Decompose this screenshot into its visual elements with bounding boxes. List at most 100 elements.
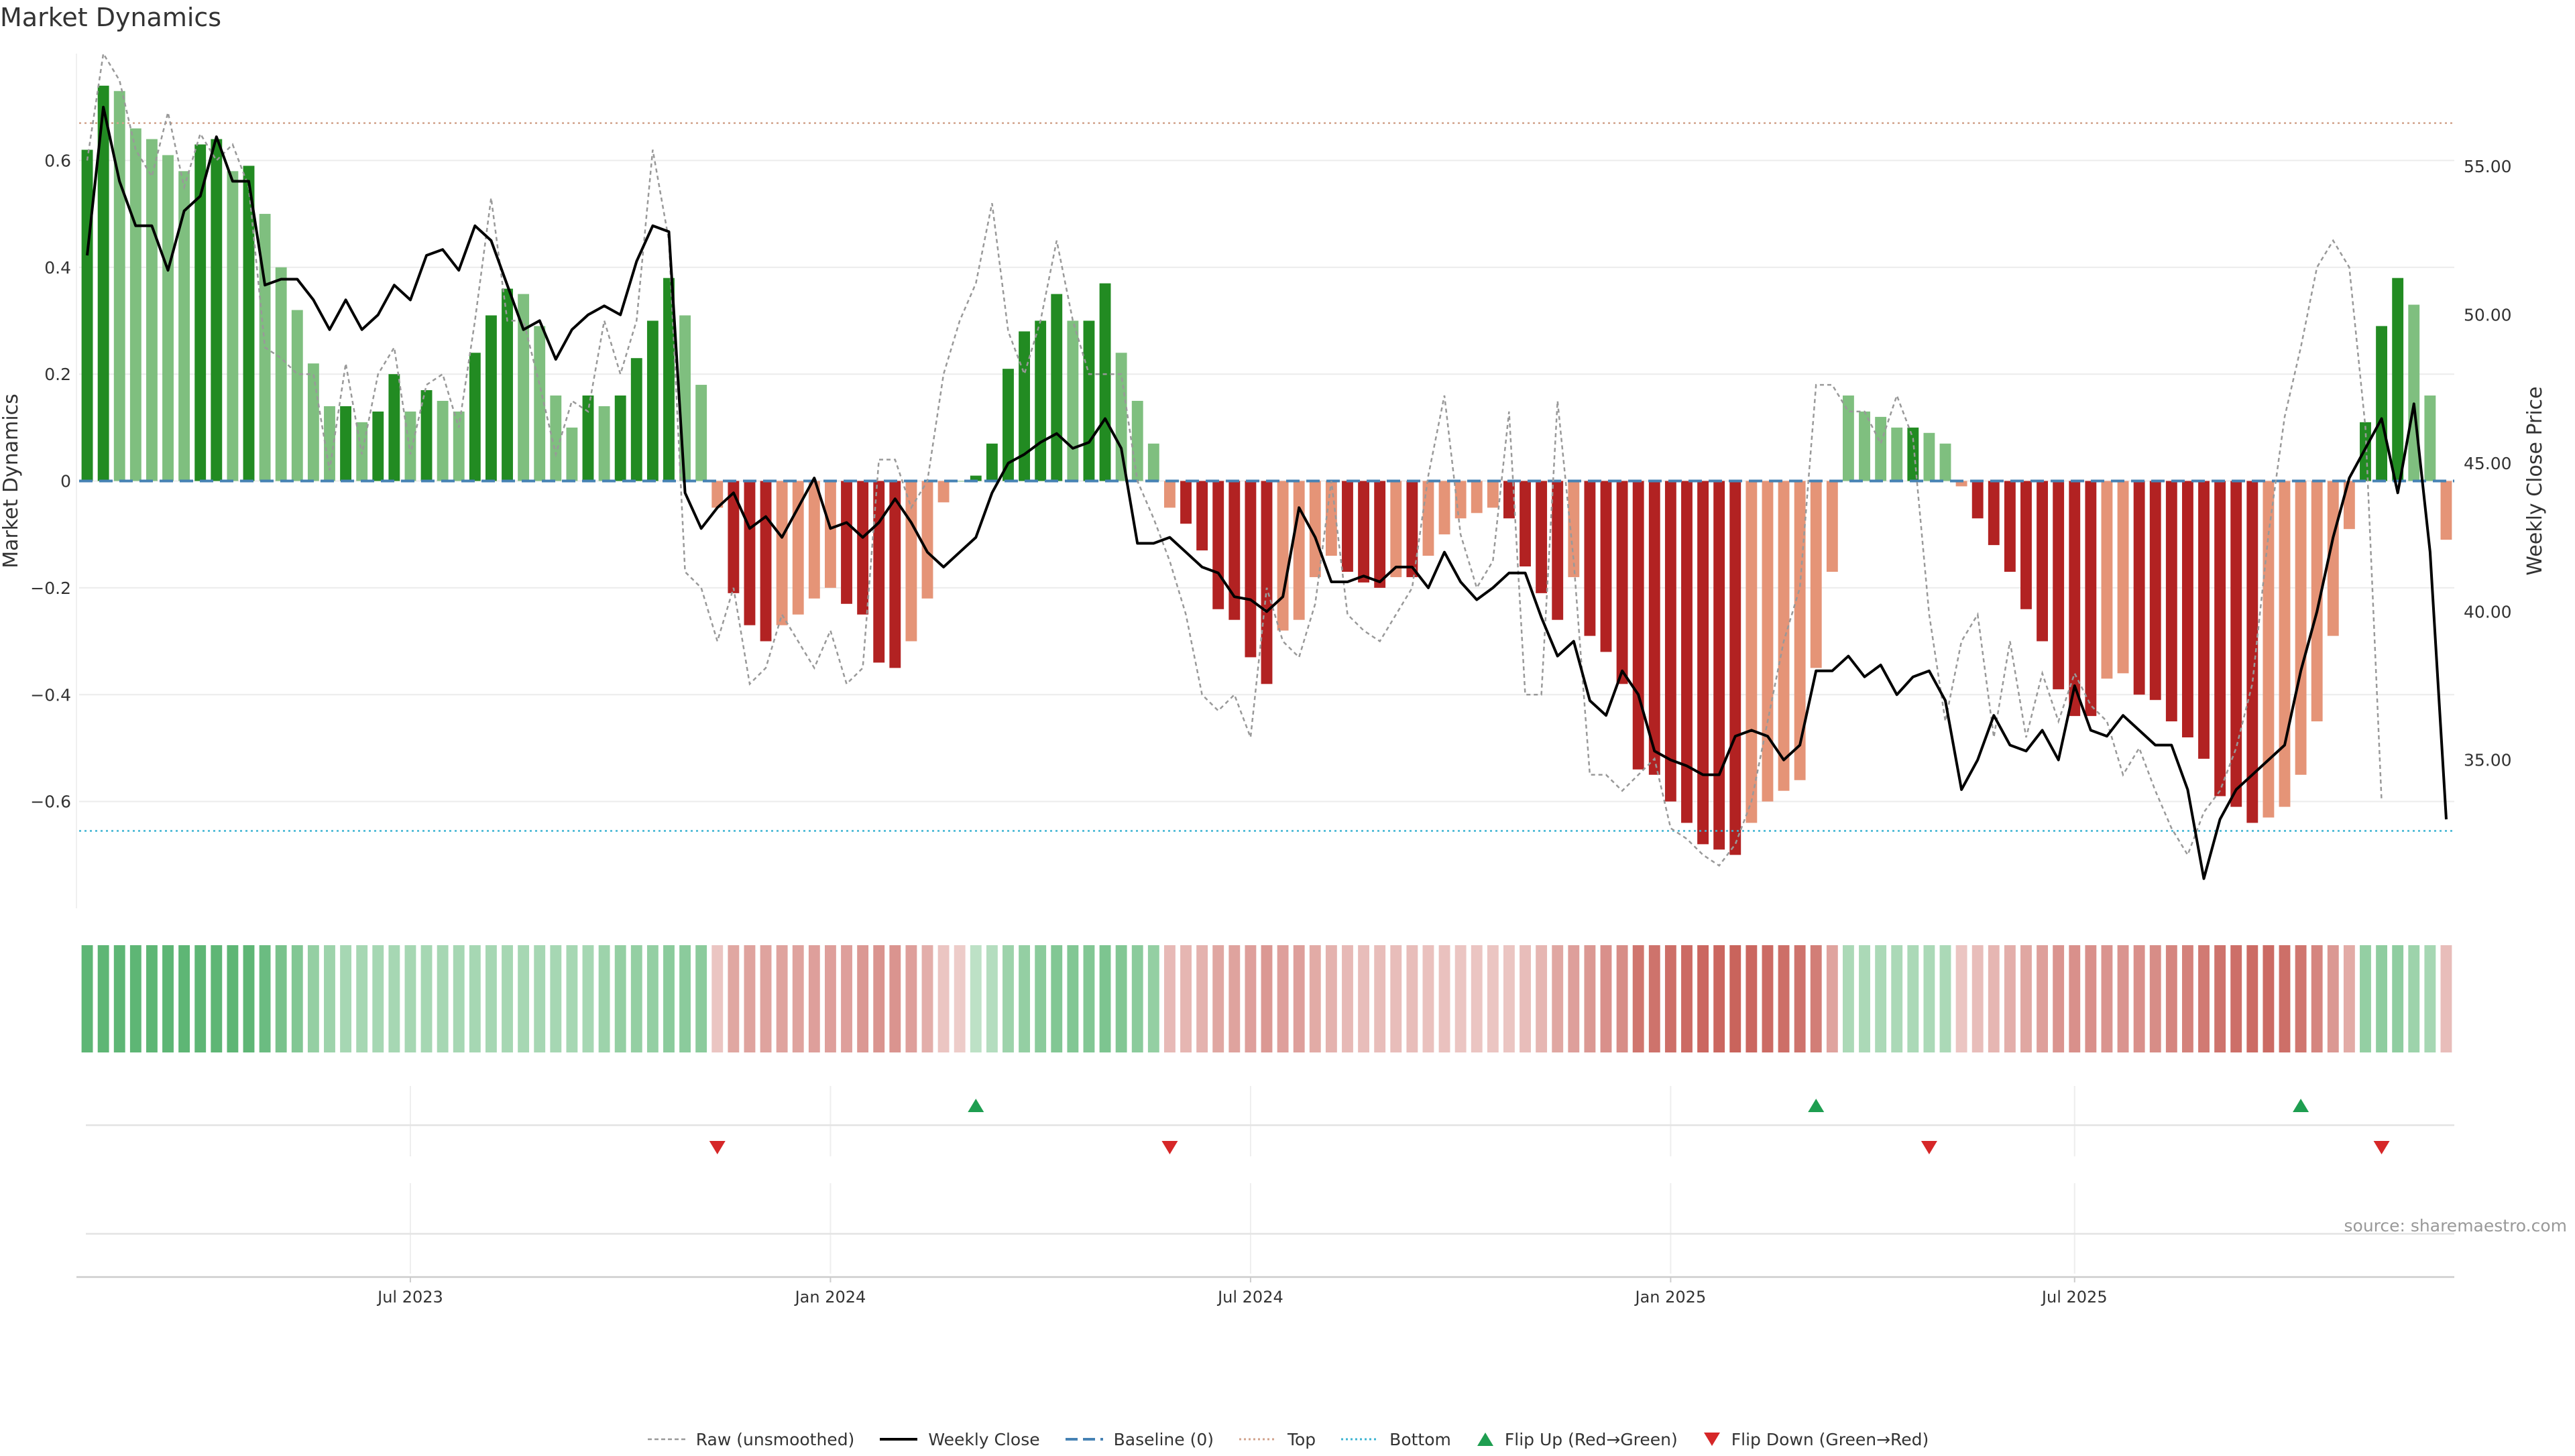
market-dynamics-bar bbox=[1099, 283, 1111, 481]
heatmap-cell bbox=[792, 945, 804, 1052]
heatmap-cell bbox=[437, 945, 449, 1052]
heatmap-cell bbox=[97, 945, 109, 1052]
heatmap-cell bbox=[178, 945, 190, 1052]
market-dynamics-bar bbox=[857, 481, 869, 615]
heatmap-cell bbox=[1600, 945, 1612, 1052]
market-dynamics-bar bbox=[1616, 481, 1628, 684]
market-dynamics-bar bbox=[81, 149, 93, 481]
market-dynamics-bar bbox=[889, 481, 901, 668]
heatmap-cell bbox=[1536, 945, 1548, 1052]
legend-label-flip-down: Flip Down (Green→Red) bbox=[1731, 1429, 1929, 1449]
heatmap-cell bbox=[113, 945, 125, 1052]
market-dynamics-chart: 0.6 0.4 0.2 0 −0.2 −0.4 −0.6 55.00 50.00 45.00 40.… bbox=[0, 51, 2547, 1307]
flip-down-marker bbox=[1161, 1141, 1178, 1154]
market-dynamics-bar bbox=[986, 443, 998, 481]
market-dynamics-bar bbox=[1019, 331, 1031, 481]
market-dynamics-bar bbox=[1859, 411, 1870, 481]
market-dynamics-bar bbox=[1325, 481, 1337, 556]
market-dynamics-bar bbox=[1729, 481, 1741, 855]
market-dynamics-bar bbox=[2246, 481, 2258, 823]
legend: Raw (unsmoothed) Weekly Close Baseline (… bbox=[0, 1422, 2575, 1456]
heatmap-cell bbox=[2181, 945, 2193, 1052]
market-dynamics-bar bbox=[2408, 304, 2420, 481]
axes-layer: 0.6 0.4 0.2 0 −0.2 −0.4 −0.6 55.00 50.00 45.00 40.… bbox=[0, 54, 2547, 908]
market-dynamics-bar bbox=[2263, 481, 2275, 818]
bars-layer bbox=[81, 85, 2452, 855]
market-dynamics-bar bbox=[614, 396, 626, 481]
market-dynamics-bar bbox=[2181, 481, 2193, 737]
heatmap-cell bbox=[566, 945, 578, 1052]
heatmap-cell bbox=[291, 945, 303, 1052]
market-dynamics-bar bbox=[744, 481, 756, 625]
market-dynamics-bar bbox=[502, 288, 513, 481]
market-dynamics-bar bbox=[1810, 481, 1822, 668]
market-dynamics-bar bbox=[566, 427, 578, 481]
market-dynamics-bar bbox=[1131, 400, 1143, 481]
y2-tick-label: 40.00 bbox=[2464, 602, 2512, 621]
heatmap-cell bbox=[1778, 945, 1790, 1052]
market-dynamics-bar bbox=[2392, 278, 2404, 481]
heatmap-cell bbox=[372, 945, 384, 1052]
heatmap-cell bbox=[1826, 945, 1838, 1052]
heatmap-cell bbox=[2295, 945, 2307, 1052]
market-dynamics-bar bbox=[1794, 481, 1806, 780]
heatmap-cell bbox=[1438, 945, 1450, 1052]
source-note: source: sharemaestro.com bbox=[2344, 1216, 2568, 1235]
heatmap-cell bbox=[1971, 945, 1984, 1052]
heatmap-cell bbox=[2020, 945, 2032, 1052]
x-tick-label: Jan 2025 bbox=[1634, 1288, 1707, 1307]
y-axis-title: Market Dynamics bbox=[0, 393, 23, 568]
heatmap-cell bbox=[1067, 945, 1079, 1052]
heatmap-cell bbox=[2343, 945, 2355, 1052]
market-dynamics-bar bbox=[1552, 481, 1564, 620]
legend-label-close: Weekly Close bbox=[928, 1429, 1040, 1449]
market-dynamics-bar bbox=[1471, 481, 1483, 513]
x-tick-label: Jul 2023 bbox=[376, 1288, 443, 1307]
market-dynamics-bar bbox=[1955, 481, 1967, 487]
heatmap-cell bbox=[194, 945, 207, 1052]
market-dynamics-bar bbox=[1083, 320, 1095, 481]
market-dynamics-bar bbox=[1907, 427, 1919, 481]
heatmap-cell bbox=[1584, 945, 1596, 1052]
market-dynamics-bar bbox=[129, 128, 141, 481]
heatmap-cell bbox=[1681, 945, 1693, 1052]
heatmap-cell bbox=[1568, 945, 1580, 1052]
heatmap-cell bbox=[1859, 945, 1870, 1052]
market-dynamics-bar bbox=[1228, 481, 1241, 620]
heatmap-cell bbox=[1115, 945, 1127, 1052]
market-dynamics-bar bbox=[1003, 369, 1014, 481]
market-dynamics-bar bbox=[1180, 481, 1192, 524]
weekly-close-line bbox=[86, 105, 2448, 880]
market-dynamics-bar bbox=[1487, 481, 1499, 508]
market-dynamics-bar bbox=[1939, 443, 1951, 481]
x-tick-label: Jul 2024 bbox=[1216, 1288, 1283, 1307]
market-dynamics-bar bbox=[162, 155, 174, 481]
heatmap-cell bbox=[1212, 945, 1224, 1052]
heatmap-cell bbox=[1632, 945, 1644, 1052]
market-dynamics-bar bbox=[1923, 432, 1935, 481]
heatmap-cell bbox=[937, 945, 950, 1052]
heatmap-cell bbox=[2311, 945, 2323, 1052]
market-dynamics-bar bbox=[1406, 481, 1418, 577]
market-dynamics-bar bbox=[534, 326, 546, 481]
heatmap-cell bbox=[1955, 945, 1967, 1052]
legend-item-bottom: Bottom bbox=[1340, 1430, 1451, 1449]
market-dynamics-bar bbox=[1309, 481, 1321, 577]
market-dynamics-bar bbox=[2053, 481, 2065, 690]
heatmap-cell bbox=[2101, 945, 2113, 1052]
heatmap-cell bbox=[2069, 945, 2081, 1052]
flip-down-marker bbox=[2373, 1141, 2390, 1154]
heatmap-cell bbox=[2004, 945, 2016, 1052]
market-dynamics-bar bbox=[1600, 481, 1612, 652]
heatmap-cell bbox=[2133, 945, 2145, 1052]
y-tick-label: −0.6 bbox=[30, 792, 71, 812]
heatmap-cell bbox=[211, 945, 223, 1052]
y-tick-label: 0.2 bbox=[44, 365, 71, 384]
market-dynamics-bar bbox=[178, 171, 190, 481]
market-dynamics-bar bbox=[437, 400, 449, 481]
market-dynamics-bar bbox=[2360, 422, 2371, 481]
heatmap-cell bbox=[2053, 945, 2065, 1052]
market-dynamics-bar bbox=[1067, 320, 1079, 481]
y2-tick-label: 35.00 bbox=[2464, 751, 2512, 770]
heatmap-cell bbox=[1293, 945, 1305, 1052]
